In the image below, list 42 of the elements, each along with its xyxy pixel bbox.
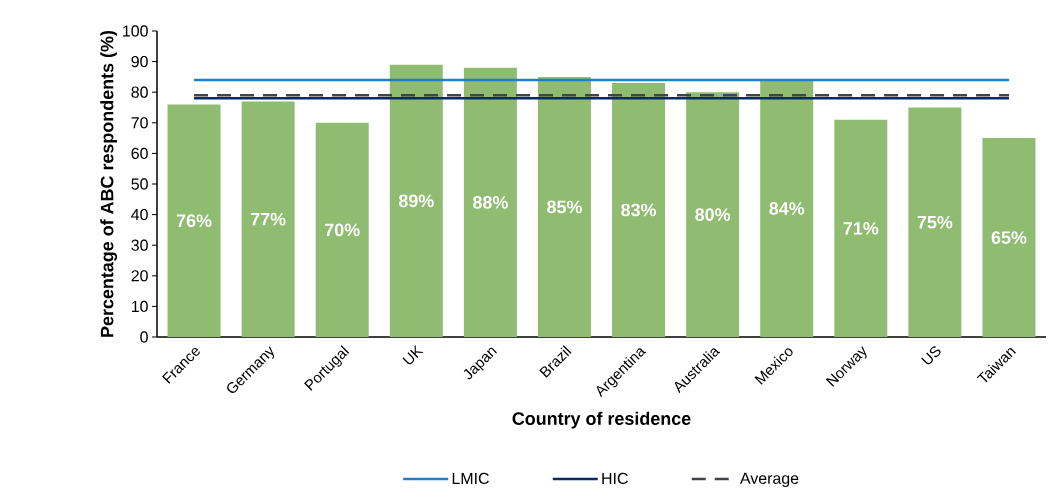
bar [463,67,517,337]
x-tick-label: US [921,346,941,365]
bar [167,104,221,337]
bar [834,119,888,337]
legend-label: LMIC [452,472,489,485]
y-tick-label: 100 [123,25,148,37]
data-label: 84% [769,202,805,215]
bar [389,64,443,337]
data-label: 71% [843,222,879,235]
bar [315,122,369,337]
bar [686,92,740,337]
y-tick-label: 60 [131,147,148,160]
data-label: 80% [695,208,731,221]
y-tick-label: 20 [131,270,148,282]
data-label: 88% [473,196,508,209]
data-label: 76% [176,214,212,228]
bar [612,83,666,337]
data-label: 77% [250,212,286,226]
y-tick-label: 70 [131,117,148,129]
x-tick-label: UK [402,345,424,365]
bar [908,107,962,337]
bar [241,101,295,337]
data-label: 75% [917,215,953,229]
legend-label: Average [740,472,799,488]
y-tick-label: 30 [131,239,148,251]
data-label: 89% [398,194,434,208]
y-tick-label: 80 [131,86,148,98]
bar [537,76,591,337]
y-tick-label: 0 [140,331,148,343]
data-label: 70% [325,223,360,237]
y-tick-label: 50 [131,178,148,190]
y-axis-title: Percentage of ABC respondents (%) [100,30,118,337]
legend-label: HIC [602,472,628,485]
y-tick-label: 90 [131,55,148,68]
data-label: 83% [621,203,657,217]
data-label: 85% [547,200,582,214]
x-axis-title: Country of residence [512,411,691,429]
bar [760,79,814,337]
y-tick-label: 10 [131,300,148,313]
bar [982,138,1036,337]
data-label: 65% [991,231,1027,244]
y-tick-label: 40 [131,208,148,221]
